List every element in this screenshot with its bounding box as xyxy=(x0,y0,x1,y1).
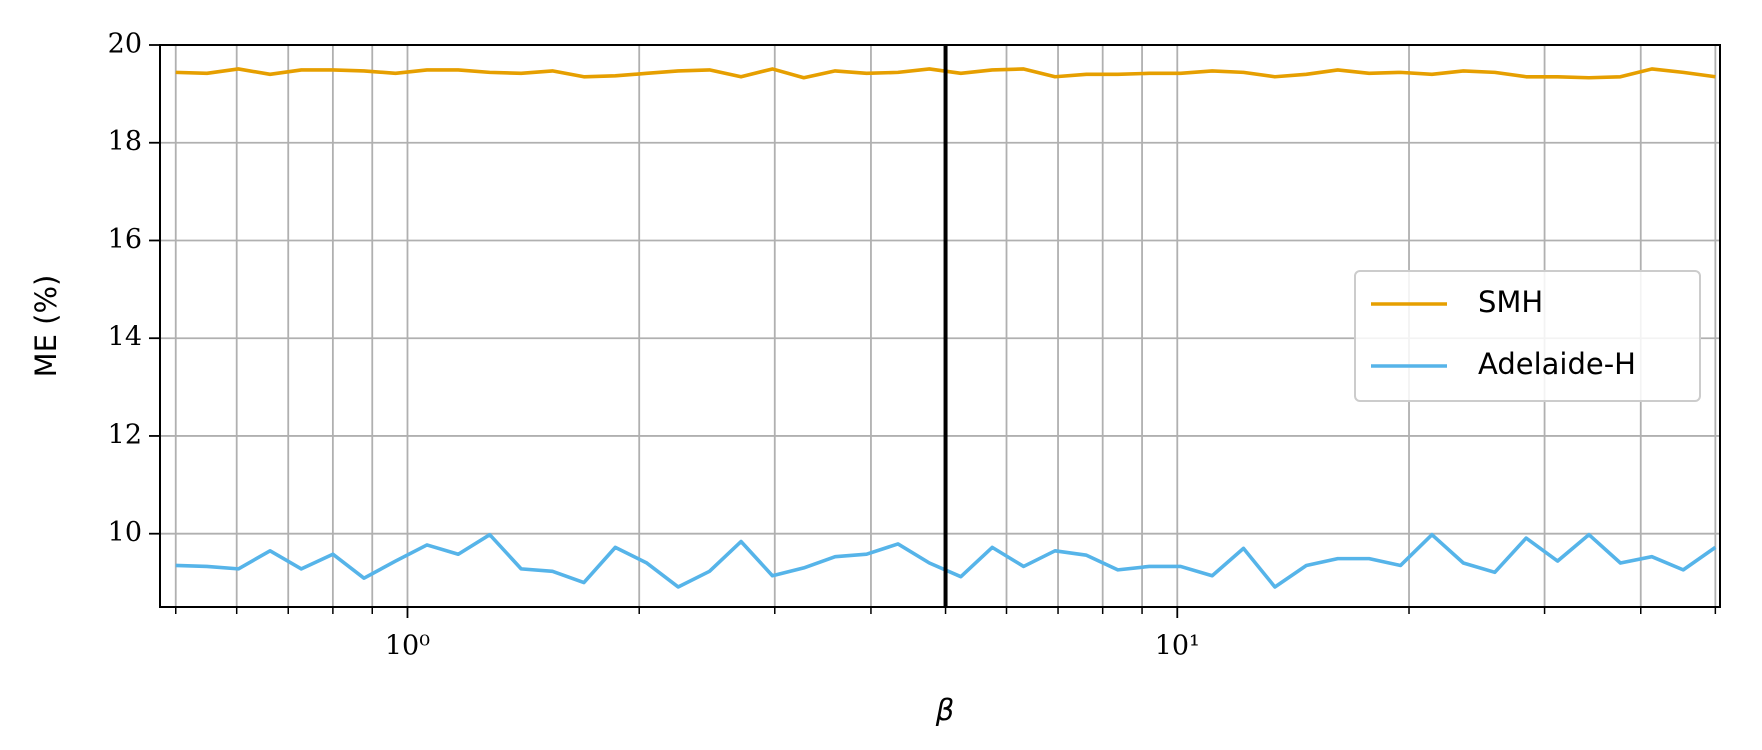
x-tick-label: 10⁰ xyxy=(385,631,430,662)
plot-frame xyxy=(159,44,1721,608)
x-tick-label: 10¹ xyxy=(1155,631,1200,662)
y-tick-label: 16 xyxy=(108,224,142,255)
y-tick-label: 10 xyxy=(108,517,142,548)
y-tick-label: 12 xyxy=(108,419,142,450)
legend-label: SMH xyxy=(1478,285,1543,319)
y-tick-label: 18 xyxy=(108,126,142,157)
x-axis-label: β xyxy=(935,693,955,727)
y-tick-label: 14 xyxy=(108,322,142,353)
legend-label: Adelaide-H xyxy=(1478,347,1636,381)
y-tick-label: 20 xyxy=(108,29,142,60)
y-axis-label: ME (%) xyxy=(29,275,63,378)
